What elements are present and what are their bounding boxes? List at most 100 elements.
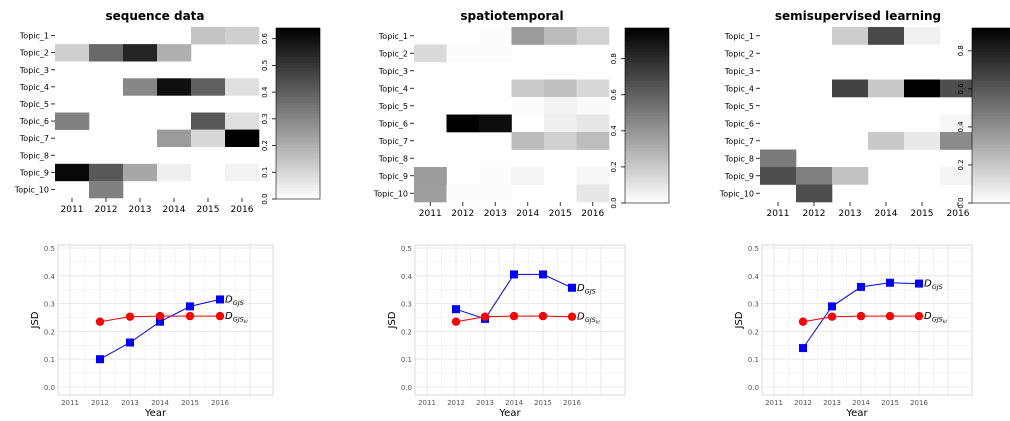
heatmap-cell <box>904 132 940 150</box>
colorbar-step <box>625 66 669 69</box>
colorbar-step <box>972 54 1010 57</box>
heatmap-cell <box>904 80 940 98</box>
colorbar-step <box>276 139 320 142</box>
colorbar-step <box>276 39 320 42</box>
colorbar-step <box>625 92 669 95</box>
colorbar-step <box>625 162 669 165</box>
colorbar-step <box>625 110 669 113</box>
colorbar-step <box>625 151 669 154</box>
heatmap-cell <box>760 167 796 185</box>
colorbar-step <box>972 57 1010 60</box>
colorbar-tick-label: 0.6 <box>957 83 965 95</box>
colorbar-step <box>276 62 320 65</box>
heatmap-cell <box>577 97 610 115</box>
y-tick-label: Topic_10 <box>14 185 49 194</box>
colorbar-step <box>972 165 1010 168</box>
colorbar-step <box>276 45 320 48</box>
y-tick-label: Topic_2 <box>378 49 408 58</box>
colorbar: 0.0 0.1 0.2 0.3 0.4 0.5 0.6 <box>261 28 320 205</box>
heatmap-cell <box>544 132 577 150</box>
colorbar-step <box>276 91 320 94</box>
heatmap-cell <box>157 164 191 181</box>
colorbar-step <box>276 116 320 119</box>
colorbar-step <box>625 86 669 89</box>
y-tick-label: Topic_6 <box>724 119 754 128</box>
y-tick-label: 0.1 <box>44 356 55 364</box>
colorbar-tick-label: 0.4 <box>261 86 269 98</box>
heatmap-cell <box>832 27 868 45</box>
y-tick-label: 0.4 <box>401 273 413 281</box>
colorbar-step <box>276 193 320 196</box>
data-point-circle <box>96 317 104 325</box>
colorbar-step <box>972 188 1010 191</box>
colorbar-tick-label: 0.0 <box>957 197 965 208</box>
y-tick-label: 0.1 <box>401 356 412 364</box>
colorbar-step <box>972 145 1010 148</box>
x-tick-label: 2014 <box>163 205 186 215</box>
y-tick-label: 0.4 <box>748 273 760 281</box>
colorbar-step <box>972 183 1010 186</box>
data-point-square <box>96 355 104 363</box>
heatmap-cell <box>55 113 89 130</box>
colorbar-step <box>276 51 320 54</box>
colorbar-step <box>972 104 1010 107</box>
heatmap-cell <box>577 80 610 98</box>
colorbar-step <box>625 180 669 183</box>
series-label-sub: GJS <box>233 299 244 307</box>
y-tick-label: Topic_4 <box>724 84 754 93</box>
data-point-circle <box>857 312 865 320</box>
colorbar-step <box>625 148 669 151</box>
heatmap-cell <box>577 167 610 185</box>
data-point-square <box>915 280 923 288</box>
colorbar-step <box>972 186 1010 189</box>
heatmap-cell <box>544 97 577 115</box>
heatmap-cell <box>577 132 610 150</box>
x-tick-label: 2016 <box>231 205 254 215</box>
colorbar-step <box>972 89 1010 92</box>
colorbar-step <box>625 83 669 86</box>
colorbar-step <box>625 153 669 156</box>
y-tick-label: Topic_4 <box>378 84 408 93</box>
y-tick-label: Topic_5 <box>19 100 49 109</box>
colorbar-step <box>276 176 320 179</box>
x-tick-label: 2012 <box>451 209 474 219</box>
colorbar-tick-label: 0.6 <box>610 89 618 101</box>
data-point-circle <box>510 312 518 320</box>
colorbar-step <box>972 83 1010 86</box>
colorbar-step <box>276 128 320 131</box>
colorbar-step <box>276 179 320 182</box>
colorbar-step <box>972 28 1010 31</box>
colorbar-step <box>276 48 320 51</box>
colorbar-step <box>972 139 1010 142</box>
colorbar-step <box>625 81 669 84</box>
colorbar-step <box>972 81 1010 84</box>
colorbar-step <box>276 136 320 139</box>
heatmap-cell <box>868 27 904 45</box>
y-tick-label: 0.5 <box>748 245 759 253</box>
colorbar-tick-label: 0.3 <box>261 113 269 124</box>
colorbar-step <box>625 159 669 162</box>
colorbar-step <box>625 51 669 54</box>
colorbar-step <box>972 113 1010 116</box>
colorbar-step <box>625 78 669 81</box>
x-tick-label: 2013 <box>121 399 139 407</box>
x-tick-label: 2016 <box>910 399 928 407</box>
heatmap-3: semisupervised learningTopic_1Topic_2Top… <box>719 9 1010 219</box>
colorbar-step <box>972 159 1010 162</box>
heatmap-cell <box>479 115 512 133</box>
y-tick-label: Topic_5 <box>378 102 408 111</box>
heatmap-cell <box>157 78 191 95</box>
data-point-circle <box>186 312 194 320</box>
x-tick-label: 2011 <box>418 399 436 407</box>
colorbar-step <box>972 72 1010 75</box>
heatmap-cell <box>123 44 157 61</box>
data-point-square <box>857 283 865 291</box>
heatmap-cell <box>55 164 89 181</box>
colorbar-step <box>625 197 669 200</box>
colorbar-step <box>625 116 669 119</box>
x-tick-label: 2012 <box>447 399 465 407</box>
heatmap-cell <box>760 150 796 168</box>
colorbar-step <box>625 48 669 51</box>
x-tick-label: 2014 <box>516 209 539 219</box>
colorbar-step <box>625 168 669 171</box>
